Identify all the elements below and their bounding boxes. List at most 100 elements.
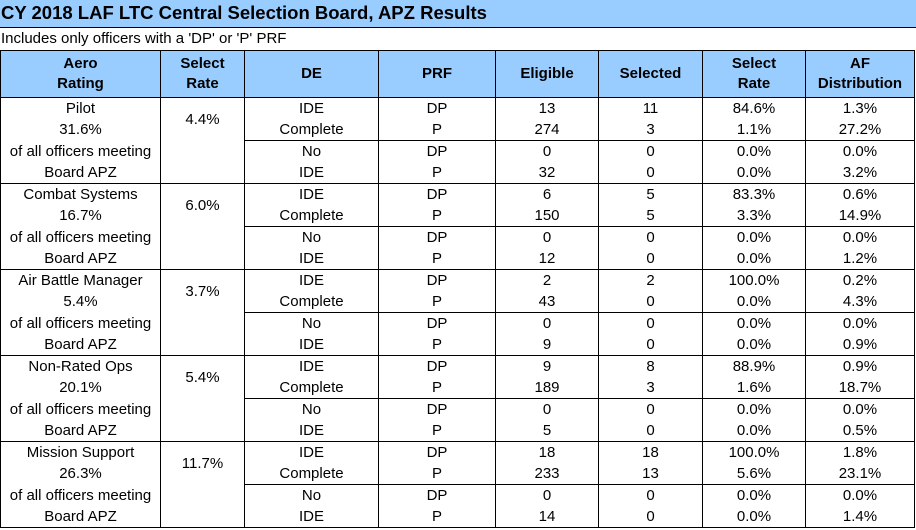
- header-de: DE: [244, 50, 379, 98]
- af-distribution-cell: 0.2%: [805, 269, 915, 291]
- header-selected: Selected: [598, 50, 703, 98]
- group-select-rate-blank: [160, 140, 245, 184]
- table-row: Air Battle Manager 3.7% IDE DP 2 2 100.0% 0.2%: [0, 269, 915, 313]
- selected-cell: 3: [598, 377, 703, 399]
- header-select-rate-detail: Select Rate: [702, 50, 806, 98]
- selected-cell: 18: [598, 441, 703, 463]
- af-distribution-cell: 1.4%: [805, 506, 915, 528]
- select-rate-cell: 0.0%: [702, 162, 806, 184]
- select-rate-cell: 88.9%: [702, 355, 806, 377]
- selected-cell: 5: [598, 205, 703, 227]
- selected-cell: 13: [598, 463, 703, 485]
- table-row: Mission Support 11.7% IDE DP 18 18 100.0% 1.8%: [0, 441, 915, 485]
- eligible-cell: 233: [495, 463, 599, 485]
- prf-cell: DP: [378, 226, 496, 248]
- header-prf: PRF: [378, 50, 496, 98]
- results-table: Aero Rating Select Rate DE PRF Eligible Se…: [0, 50, 915, 528]
- select-rate-cell: 1.1%: [702, 119, 806, 141]
- de-cell: IDE: [244, 334, 379, 356]
- select-rate-cell: 84.6%: [702, 97, 806, 119]
- select-rate-cell: 5.6%: [702, 463, 806, 485]
- header-af-distribution: AF Distribution: [805, 50, 915, 98]
- de-cell: No: [244, 398, 379, 420]
- select-rate-cell: 0.0%: [702, 334, 806, 356]
- af-distribution-cell: 1.3%: [805, 97, 915, 119]
- sheet-title: CY 2018 LAF LTC Central Selection Board,…: [0, 0, 916, 28]
- selected-cell: 5: [598, 183, 703, 205]
- prf-cell: DP: [378, 140, 496, 162]
- aero-rating-note: Board APZ: [0, 420, 161, 442]
- af-distribution-cell: 1.8%: [805, 441, 915, 463]
- eligible-cell: 32: [495, 162, 599, 184]
- table-row: 31.6% Complete P 274 3 1.1% 27.2%: [0, 119, 915, 141]
- de-cell: IDE: [244, 97, 379, 119]
- selected-cell: 0: [598, 248, 703, 270]
- select-rate-cell: 0.0%: [702, 398, 806, 420]
- de-cell: Complete: [244, 463, 379, 485]
- eligible-cell: 274: [495, 119, 599, 141]
- select-rate-cell: 0.0%: [702, 312, 806, 334]
- aero-rating-name: Mission Support: [0, 441, 161, 463]
- prf-cell: DP: [378, 183, 496, 205]
- af-distribution-cell: 1.2%: [805, 248, 915, 270]
- header-row: Aero Rating Select Rate DE PRF Eligible Se…: [0, 50, 915, 98]
- prf-cell: DP: [378, 312, 496, 334]
- selected-cell: 0: [598, 226, 703, 248]
- select-rate-cell: 1.6%: [702, 377, 806, 399]
- select-rate-cell: 0.0%: [702, 484, 806, 506]
- af-distribution-cell: 0.0%: [805, 140, 915, 162]
- table-row: of all officers meeting No DP 0 0 0.0% 0.0%: [0, 226, 915, 270]
- af-distribution-cell: 0.9%: [805, 334, 915, 356]
- selected-cell: 0: [598, 484, 703, 506]
- selected-cell: 8: [598, 355, 703, 377]
- eligible-cell: 6: [495, 183, 599, 205]
- header-eligible: Eligible: [495, 50, 599, 98]
- select-rate-cell: 83.3%: [702, 183, 806, 205]
- selected-cell: 0: [598, 140, 703, 162]
- af-distribution-cell: 0.0%: [805, 484, 915, 506]
- selected-cell: 0: [598, 162, 703, 184]
- eligible-cell: 5: [495, 420, 599, 442]
- aero-rating-note: of all officers meeting: [0, 140, 161, 162]
- table-body: Pilot 4.4% IDE DP 13 11 84.6% 1.3% 31.6% Complete…: [0, 97, 915, 528]
- prf-cell: DP: [378, 441, 496, 463]
- prf-cell: P: [378, 377, 496, 399]
- select-rate-cell: 0.0%: [702, 420, 806, 442]
- table-row: Pilot 4.4% IDE DP 13 11 84.6% 1.3%: [0, 97, 915, 141]
- de-cell: No: [244, 484, 379, 506]
- select-rate-cell: 0.0%: [702, 226, 806, 248]
- prf-cell: P: [378, 463, 496, 485]
- eligible-cell: 13: [495, 97, 599, 119]
- selected-cell: 0: [598, 420, 703, 442]
- eligible-cell: 0: [495, 140, 599, 162]
- af-distribution-cell: 0.0%: [805, 312, 915, 334]
- select-rate-cell: 0.0%: [702, 140, 806, 162]
- de-cell: Complete: [244, 205, 379, 227]
- eligible-cell: 150: [495, 205, 599, 227]
- de-cell: IDE: [244, 420, 379, 442]
- de-cell: No: [244, 312, 379, 334]
- eligible-cell: 9: [495, 355, 599, 377]
- de-cell: IDE: [244, 441, 379, 463]
- select-rate-cell: 0.0%: [702, 291, 806, 313]
- de-cell: IDE: [244, 248, 379, 270]
- af-distribution-cell: 3.2%: [805, 162, 915, 184]
- aero-rating-percent: 5.4%: [0, 291, 161, 313]
- table-row: 20.1% Complete P 189 3 1.6% 18.7%: [0, 377, 915, 399]
- prf-cell: P: [378, 420, 496, 442]
- prf-cell: P: [378, 291, 496, 313]
- eligible-cell: 0: [495, 398, 599, 420]
- aero-rating-note: Board APZ: [0, 506, 161, 528]
- aero-rating-percent: 20.1%: [0, 377, 161, 399]
- af-distribution-cell: 0.5%: [805, 420, 915, 442]
- aero-rating-percent: 31.6%: [0, 119, 161, 141]
- table-row: Board APZ IDE P 9 0 0.0% 0.9%: [0, 334, 915, 356]
- prf-cell: DP: [378, 97, 496, 119]
- eligible-cell: 189: [495, 377, 599, 399]
- prf-cell: DP: [378, 355, 496, 377]
- table-row: 16.7% Complete P 150 5 3.3% 14.9%: [0, 205, 915, 227]
- selected-cell: 0: [598, 291, 703, 313]
- header-aero-rating: Aero Rating: [0, 50, 161, 98]
- table-row: 26.3% Complete P 233 13 5.6% 23.1%: [0, 463, 915, 485]
- selected-cell: 0: [598, 312, 703, 334]
